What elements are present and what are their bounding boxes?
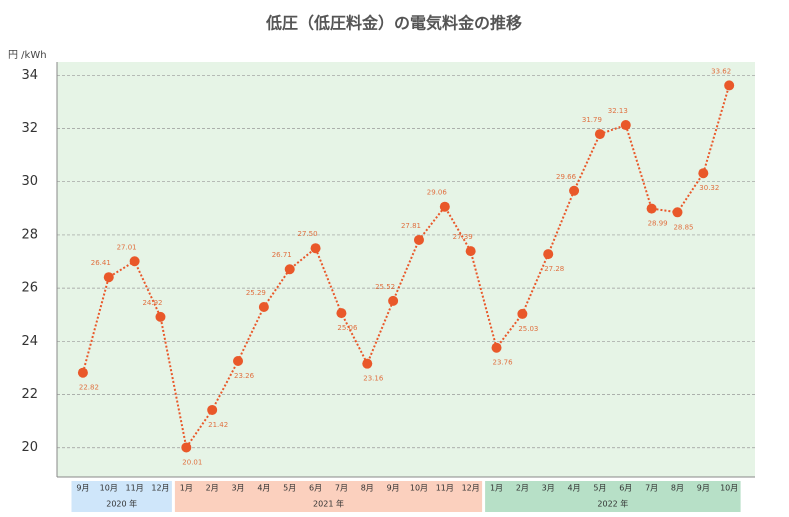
point: [413, 234, 424, 245]
point: [543, 249, 554, 260]
value-label: 25.03: [518, 325, 538, 333]
chart-title: 低圧（低圧料金）の電気料金の推移: [265, 14, 522, 33]
x-tick-label: 6月: [309, 484, 322, 493]
value-label: 27.39: [453, 233, 473, 241]
x-tick-label: 11月: [126, 484, 144, 493]
point: [207, 404, 218, 415]
x-tick-label: 10月: [410, 484, 428, 493]
year-label: 2022 年: [597, 499, 628, 509]
value-label: 25.29: [246, 289, 266, 297]
point: [129, 256, 140, 267]
point: [310, 243, 321, 254]
y-tick-label: 34: [21, 68, 38, 83]
value-label: 33.62: [711, 67, 731, 75]
value-label: 23.26: [234, 372, 255, 380]
year-band: [71, 481, 172, 512]
value-label: 25.06: [337, 324, 358, 332]
point: [362, 358, 373, 369]
value-label: 22.82: [79, 384, 99, 392]
year-band: [174, 481, 483, 512]
x-tick-label: 1月: [490, 484, 503, 493]
value-label: 26.41: [91, 259, 111, 267]
year-label: 2020 年: [106, 499, 137, 509]
x-tick-label: 2月: [516, 484, 529, 493]
x-tick-label: 5月: [593, 484, 606, 493]
y-axis-label: 円 /kWh: [8, 50, 47, 61]
point: [233, 356, 244, 367]
point: [388, 295, 399, 306]
value-label: 32.13: [608, 107, 628, 115]
point: [517, 308, 528, 319]
year-label: 2021 年: [313, 499, 344, 509]
value-label: 23.76: [493, 359, 514, 367]
x-tick-label: 1月: [180, 484, 193, 493]
value-label: 27.81: [401, 222, 421, 230]
value-label: 25.52: [375, 283, 395, 291]
x-tick-label: 3月: [231, 484, 244, 493]
y-tick-label: 28: [21, 227, 38, 242]
point: [672, 207, 683, 218]
value-label: 31.79: [582, 116, 602, 124]
point: [569, 185, 580, 196]
x-tick-label: 12月: [462, 484, 480, 493]
point: [594, 129, 605, 140]
y-tick-label: 22: [21, 387, 38, 402]
x-tick-label: 7月: [335, 484, 348, 493]
year-band: [485, 481, 741, 512]
x-tick-label: 9月: [76, 484, 89, 493]
x-tick-label: 10月: [100, 484, 118, 493]
x-tick-label: 10月: [720, 484, 738, 493]
point: [646, 203, 657, 214]
x-tick-label: 2月: [206, 484, 219, 493]
y-tick-label: 32: [21, 121, 38, 136]
point: [258, 302, 269, 313]
x-tick-label: 6月: [619, 484, 632, 493]
x-tick-label: 8月: [671, 484, 684, 493]
value-label: 26.71: [272, 251, 292, 259]
x-tick-label: 5月: [283, 484, 296, 493]
point: [724, 80, 735, 91]
x-tick-label: 9月: [387, 484, 400, 493]
value-label: 24.92: [142, 299, 162, 307]
value-label: 28.99: [648, 220, 668, 228]
y-tick-label: 20: [21, 440, 38, 455]
point: [103, 272, 114, 283]
point: [465, 246, 476, 257]
x-tick-label: 9月: [697, 484, 710, 493]
point: [181, 442, 192, 453]
x-tick-label: 3月: [542, 484, 555, 493]
x-tick-label: 4月: [257, 484, 270, 493]
point: [336, 308, 347, 319]
point: [439, 201, 450, 212]
value-label: 27.01: [117, 243, 137, 251]
x-tick-label: 12月: [151, 484, 169, 493]
y-tick-label: 30: [21, 174, 38, 189]
point: [155, 311, 166, 322]
point: [284, 264, 295, 275]
point: [77, 367, 88, 378]
point: [698, 168, 709, 179]
value-label: 29.06: [427, 189, 448, 197]
point: [491, 342, 502, 353]
x-tick-label: 4月: [568, 484, 581, 493]
x-tick-label: 8月: [361, 484, 374, 493]
y-tick-label: 26: [21, 281, 38, 296]
value-label: 27.28: [544, 265, 564, 273]
value-label: 28.85: [673, 223, 693, 231]
value-label: 23.16: [363, 375, 384, 383]
value-label: 30.32: [699, 184, 719, 192]
y-tick-label: 24: [21, 334, 38, 349]
value-label: 27.50: [298, 230, 318, 238]
value-label: 20.01: [182, 458, 202, 466]
x-tick-label: 7月: [645, 484, 658, 493]
point: [620, 120, 631, 131]
x-tick-label: 11月: [436, 484, 454, 493]
value-label: 29.66: [556, 173, 577, 181]
value-label: 21.42: [208, 421, 228, 429]
